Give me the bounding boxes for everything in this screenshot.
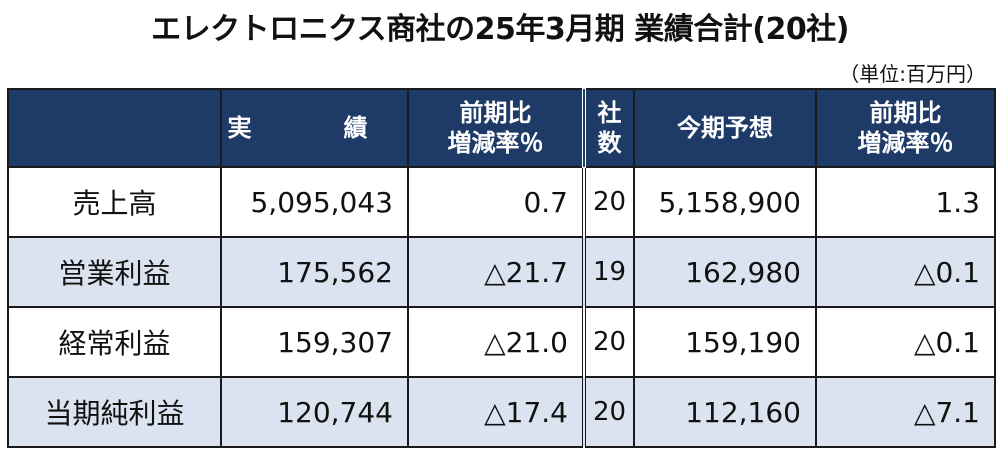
header-yoy-forecast: 前期比 増減率％ [815,88,996,168]
row-item: 経常利益 [7,306,222,378]
row-actual: 5,095,043 [220,166,409,238]
header-yoy-forecast-line2: 増減率％ [857,129,954,157]
row-forecast: 112,160 [633,376,817,448]
table-row: 当期純利益 120,744 △17.4 20 112,160 △7.1 [7,376,996,448]
results-table: 実 績 前期比 増減率％ 社 数 今期予想 前期比 増減率％ 売上高 5,095… [7,88,996,448]
header-yoy-actual-line1: 前期比 [459,99,532,127]
header-yoy-forecast-line1: 前期比 [869,99,942,127]
row-yoy-actual: 0.7 [407,166,585,238]
row-yoy-actual: △17.4 [407,376,585,448]
header-actual-label: 実 績 [227,114,402,142]
row-companies: 20 [582,166,635,238]
header-companies: 社 数 [582,88,635,168]
row-yoy-forecast: △7.1 [815,376,996,448]
header-yoy-actual: 前期比 増減率％ [407,88,585,168]
row-forecast: 5,158,900 [633,166,817,238]
page-title: エレクトロニクス商社の25年3月期 業績合計(20社) [151,12,849,47]
row-actual: 175,562 [220,236,409,308]
row-companies: 20 [582,306,635,378]
row-forecast: 159,190 [633,306,817,378]
row-yoy-actual: △21.0 [407,306,585,378]
row-actual: 159,307 [220,306,409,378]
row-item: 当期純利益 [7,376,222,448]
table-row: 売上高 5,095,043 0.7 20 5,158,900 1.3 [7,166,996,238]
row-companies: 19 [582,236,635,308]
table-row: 営業利益 175,562 △21.7 19 162,980 △0.1 [7,236,996,308]
header-actual: 実 績 [220,88,409,168]
row-yoy-forecast: △0.1 [815,306,996,378]
row-item: 営業利益 [7,236,222,308]
table-row: 経常利益 159,307 △21.0 20 159,190 △0.1 [7,306,996,378]
row-yoy-actual: △21.7 [407,236,585,308]
unit-note: （単位:百万円） [839,62,986,86]
header-row: 実 績 前期比 増減率％ 社 数 今期予想 前期比 増減率％ [7,88,996,168]
row-companies: 20 [582,376,635,448]
row-item: 売上高 [7,166,222,238]
header-forecast: 今期予想 [633,88,817,168]
header-item [7,88,222,168]
header-yoy-actual-line2: 増減率％ [447,129,544,157]
row-yoy-forecast: △0.1 [815,236,996,308]
row-actual: 120,744 [220,376,409,448]
row-forecast: 162,980 [633,236,817,308]
header-companies-line1: 社 [597,99,622,127]
header-companies-line2: 数 [597,129,622,157]
row-yoy-forecast: 1.3 [815,166,996,238]
